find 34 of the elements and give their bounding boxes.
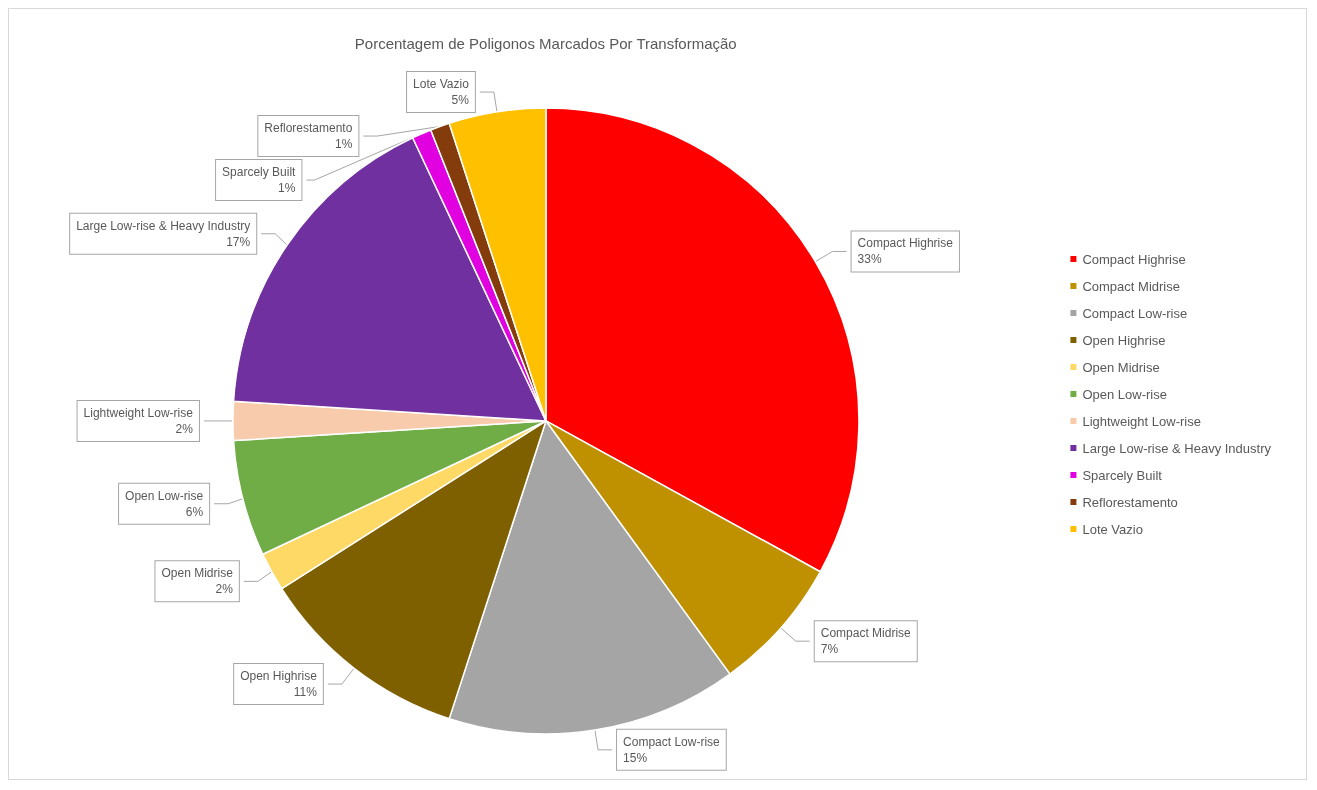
data-label: 17% xyxy=(226,234,251,249)
data-label: 5% xyxy=(451,93,470,108)
slice-label: Lightweight Low-rise xyxy=(83,405,194,420)
slice-label: Large Low-rise & Heavy Industry xyxy=(76,218,251,233)
slice-label: Compact Low-rise xyxy=(623,734,721,749)
legend-label: Compact Highrise xyxy=(1082,251,1186,267)
data-label: 2% xyxy=(215,582,234,597)
slice-label: Open Midrise xyxy=(161,566,234,581)
legend-label: Large Low-rise & Heavy Industry xyxy=(1082,440,1272,456)
slice-label: Compact Highrise xyxy=(857,236,954,251)
legend-label: Open Highrise xyxy=(1082,332,1166,348)
data-label: 7% xyxy=(820,642,839,657)
data-label: 15% xyxy=(623,750,648,765)
legend-label: Open Low-rise xyxy=(1082,386,1167,402)
legend-label: Compact Midrise xyxy=(1082,278,1180,294)
slice-label: Compact Midrise xyxy=(820,626,912,641)
data-label: 1% xyxy=(335,137,353,152)
data-label: 1% xyxy=(278,181,296,196)
legend-label: Sparcely Built xyxy=(1082,467,1163,483)
slice-label: Open Highrise xyxy=(240,669,318,684)
data-label: 11% xyxy=(293,685,318,700)
legend-label: Compact Low-rise xyxy=(1082,305,1188,321)
data-label: 6% xyxy=(185,504,204,519)
legend-label: Lote Vazio xyxy=(1082,521,1143,537)
slice-label: Reflorestamento xyxy=(264,121,353,136)
slice-label: Open Low-rise xyxy=(125,488,204,503)
legend-label: Open Midrise xyxy=(1082,359,1160,375)
data-label: 33% xyxy=(857,252,882,267)
data-label: 2% xyxy=(175,421,194,436)
legend-label: Lightweight Low-rise xyxy=(1082,413,1201,429)
slice-label: Sparcely Built xyxy=(222,165,297,180)
chart-title: Porcentagem de Poligonos Marcados Por Transformação xyxy=(354,35,737,52)
slice-label: Lote Vazio xyxy=(413,77,470,92)
legend-label: Reflorestamento xyxy=(1082,494,1178,510)
